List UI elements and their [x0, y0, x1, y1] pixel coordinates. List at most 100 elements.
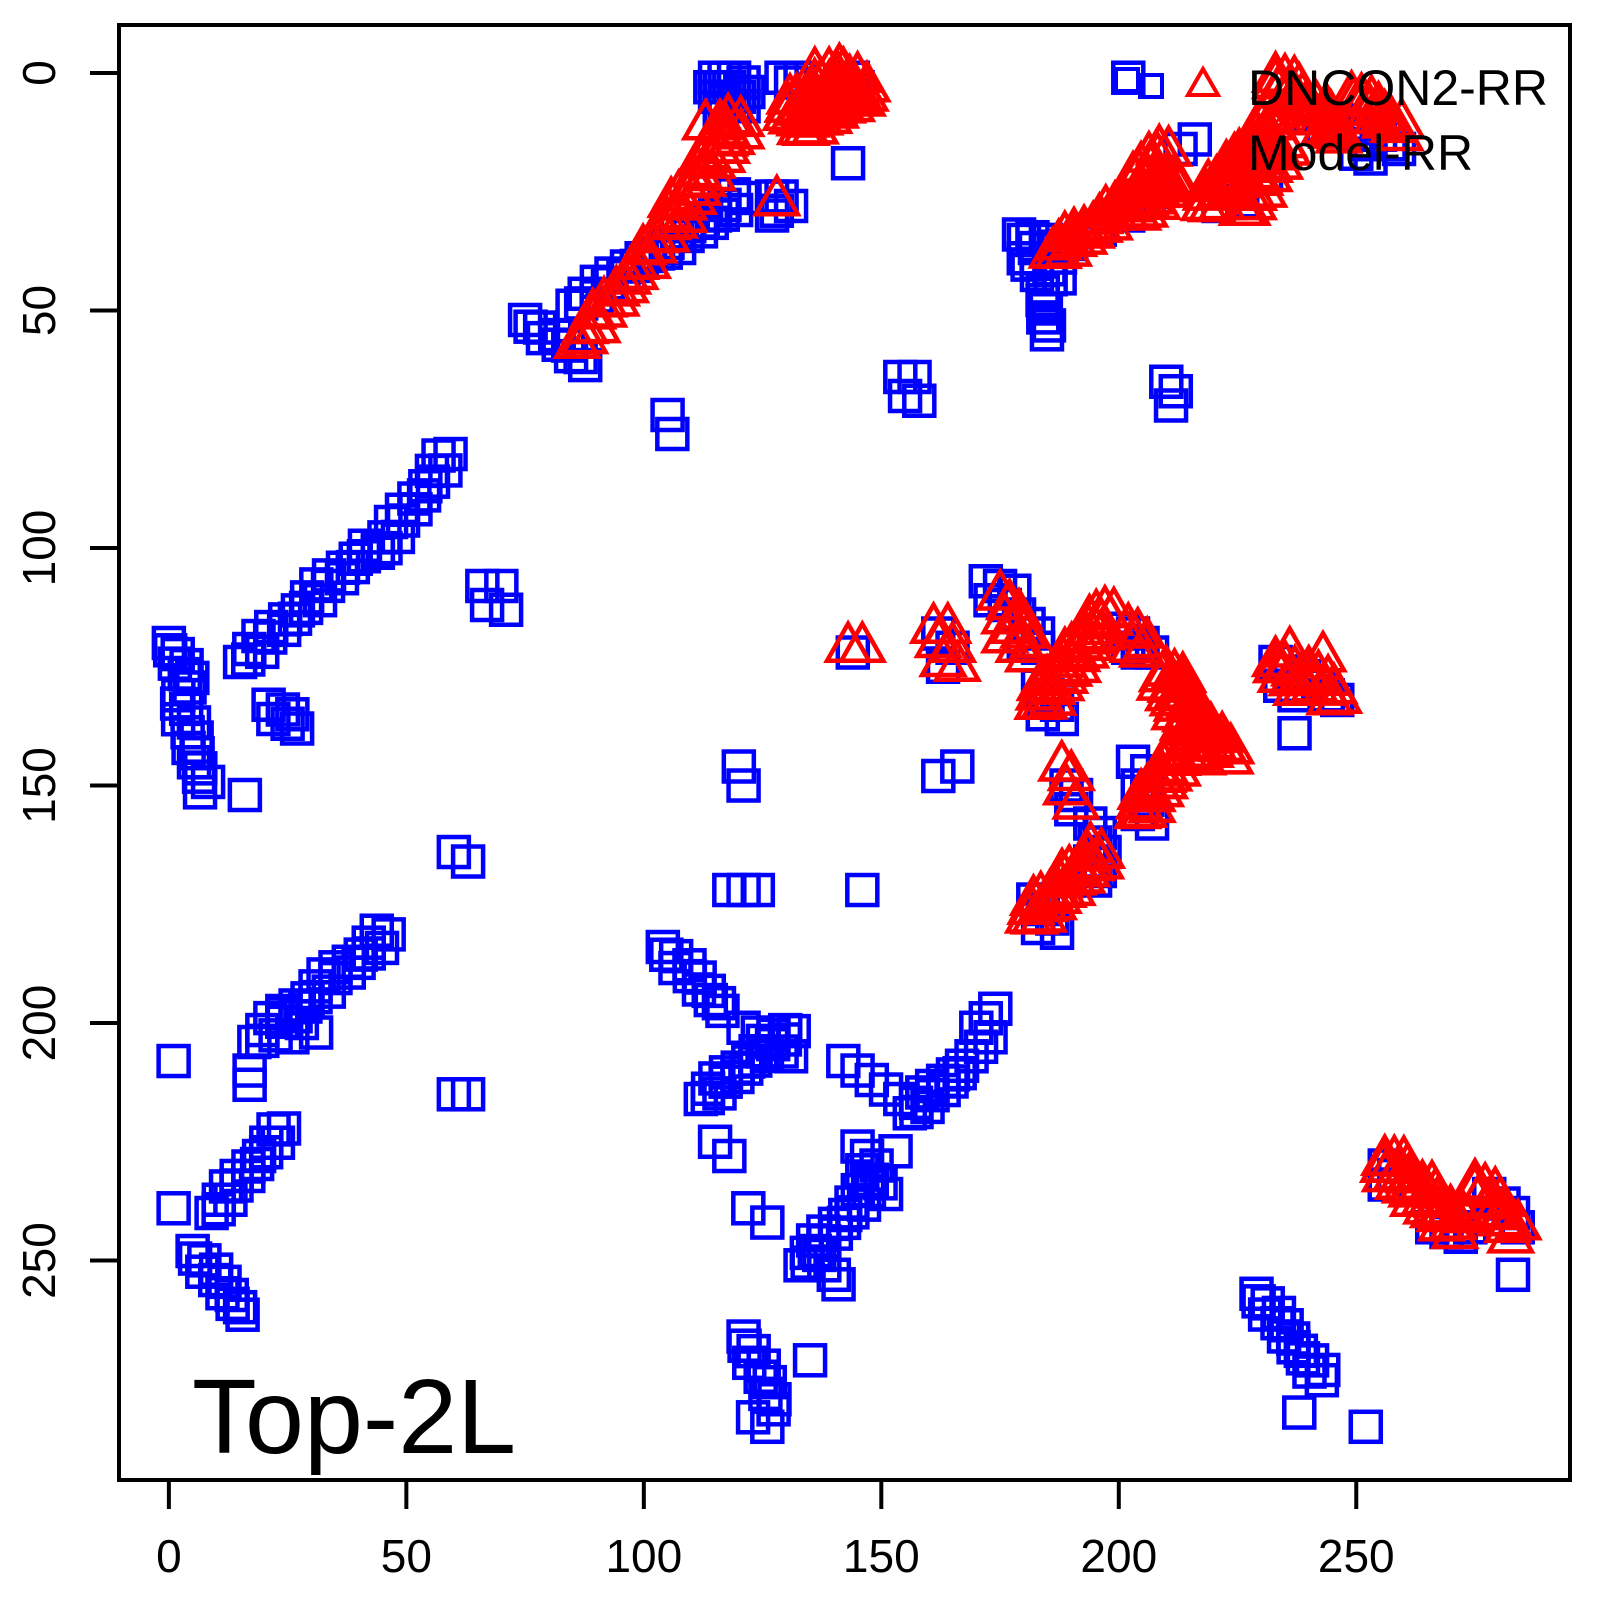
square-marker [897, 359, 932, 395]
triangle-marker [1209, 129, 1260, 174]
triangle-marker [694, 96, 745, 141]
triangle-marker [1243, 88, 1293, 132]
square-marker [275, 1020, 310, 1055]
plot-border [117, 23, 1572, 1482]
square-marker [450, 1077, 486, 1112]
square-marker [828, 1197, 863, 1233]
square-marker [215, 1286, 250, 1322]
triangle-marker [1386, 1163, 1437, 1208]
triangle-marker [578, 283, 629, 328]
square-marker [1006, 222, 1042, 258]
square-marker [712, 1138, 747, 1174]
triangle-marker [1112, 604, 1163, 649]
triangle-marker [1485, 1209, 1536, 1254]
y-tick-label: 50 [13, 285, 65, 336]
legend-label-model: Model-RR [1248, 125, 1473, 181]
square-marker [156, 1191, 191, 1226]
triangle-marker [1143, 123, 1194, 167]
triangle-marker [610, 246, 660, 291]
triangle-marker [818, 44, 869, 89]
triangle-marker [1148, 723, 1198, 768]
triangle-marker [1450, 1155, 1500, 1200]
y-tick-label: 250 [13, 1222, 65, 1299]
triangle-marker [837, 72, 888, 117]
square-marker [750, 1205, 785, 1240]
square-marker [973, 1020, 1008, 1055]
x-tick-label: 100 [605, 1530, 682, 1582]
square-marker [740, 872, 776, 908]
square-marker [868, 1176, 904, 1212]
x-tick-label: 200 [1080, 1530, 1157, 1582]
triangle-marker [1117, 623, 1168, 668]
square-marker [693, 982, 729, 1018]
triangle-marker [1132, 129, 1183, 174]
square-marker [433, 436, 468, 472]
square-marker [845, 1153, 880, 1188]
triangle-marker [1112, 186, 1163, 231]
square-marker [279, 711, 315, 746]
square-marker [182, 775, 218, 810]
triangle-marker [1108, 619, 1158, 664]
square-marker [750, 1409, 785, 1445]
square-marker [650, 397, 685, 433]
square-marker [1495, 1257, 1531, 1293]
triangle-marker [984, 576, 1035, 621]
legend-label-dncon2: DNCON2-RR [1248, 60, 1548, 116]
triangle-marker [1217, 182, 1268, 226]
triangle-marker [1141, 729, 1192, 774]
legend: DNCON2-RR Model-RR [1114, 60, 1548, 181]
triangle-marker [1375, 107, 1425, 152]
square-marker [190, 764, 226, 800]
square-marker [359, 913, 395, 948]
square-marker [1153, 388, 1189, 423]
square-marker [940, 749, 975, 784]
square-marker [1294, 1343, 1330, 1378]
square-marker [469, 587, 505, 623]
square-marker [175, 660, 210, 696]
square-marker [232, 1067, 267, 1103]
y-tick-label: 200 [13, 985, 65, 1062]
square-marker [1348, 1409, 1384, 1445]
square-marker [693, 69, 728, 105]
triangle-marker [703, 90, 753, 135]
triangle-marker [823, 619, 873, 664]
triangle-marker [994, 619, 1044, 664]
square-marker [371, 917, 406, 952]
triangle-marker [1313, 103, 1364, 148]
square-marker [968, 1001, 1004, 1036]
square-marker [727, 180, 762, 216]
triangle-marker [701, 101, 752, 146]
x-tick-label: 150 [843, 1530, 920, 1582]
square-marker [187, 1243, 222, 1278]
square-marker [225, 1297, 260, 1332]
triangle-marker [913, 614, 964, 659]
square-marker [175, 1233, 210, 1269]
square-marker [1304, 1362, 1340, 1398]
triangle-marker [932, 638, 983, 683]
triangle-marker [1430, 1205, 1480, 1250]
square-marker [1239, 1276, 1274, 1312]
square-marker [655, 416, 690, 452]
triangle-marker [1313, 670, 1364, 714]
square-marker [227, 777, 263, 813]
triangle-marker [1036, 737, 1087, 782]
triangle-marker [1376, 95, 1427, 140]
triangle-marker [1051, 775, 1101, 820]
triangle-marker [1238, 164, 1289, 208]
triangle-marker [1254, 126, 1305, 171]
square-marker [265, 996, 301, 1031]
square-marker [878, 1134, 913, 1169]
square-marker [306, 957, 341, 992]
square-marker [773, 188, 809, 224]
triangle-marker [1205, 730, 1255, 775]
triangle-marker [1065, 819, 1116, 863]
triangle-marker [979, 590, 1030, 635]
square-marker-icon [1138, 73, 1164, 99]
square-marker [1177, 122, 1213, 157]
triangle-marker-icon [1184, 64, 1222, 97]
square-marker [902, 383, 937, 418]
square-marker [756, 1392, 791, 1427]
triangle-marker [842, 58, 892, 103]
triangle-marker [1076, 825, 1127, 870]
